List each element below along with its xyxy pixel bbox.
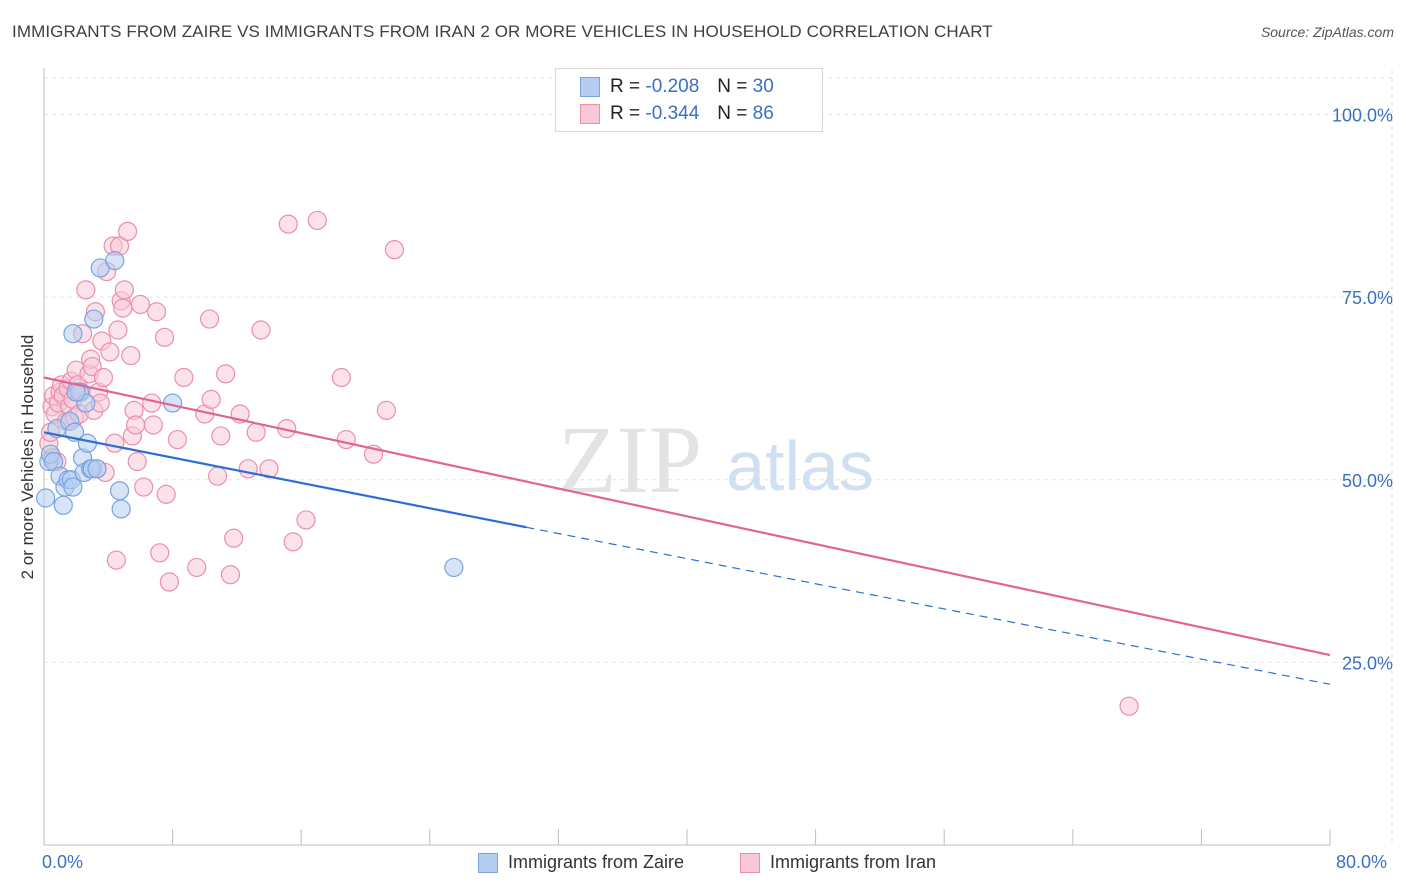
iran-point — [121, 345, 141, 366]
iran-point — [208, 466, 228, 486]
iran-point — [220, 565, 241, 585]
iran-swatch — [580, 104, 600, 124]
y-tick-label: 25.0% — [1342, 653, 1393, 673]
y-tick-labels: 25.0% 50.0% 75.0% 100.0% — [1332, 106, 1393, 674]
iran-point — [331, 367, 351, 388]
iran-r-value: -0.344 — [645, 103, 700, 124]
zaire-point — [87, 459, 107, 479]
zaire-trend-line — [43, 431, 527, 529]
legend-label-zaire: Immigrants from Zaire — [508, 852, 685, 872]
iran-point — [376, 400, 396, 420]
iran-point — [105, 433, 125, 453]
iran-point — [143, 415, 163, 435]
iran-point — [251, 320, 271, 340]
iran-point — [187, 557, 207, 578]
zaire-point — [111, 499, 131, 519]
legend-row-iran: R = -0.344 N = 86 — [580, 101, 774, 127]
iran-point — [126, 415, 146, 435]
iran-point — [278, 214, 298, 234]
watermark-atlas: atlas — [726, 427, 874, 505]
iran-points — [39, 210, 1139, 716]
zaire-point — [84, 309, 104, 329]
gridlines — [44, 70, 1393, 845]
iran-point — [216, 364, 236, 384]
legend-item-iran[interactable]: Immigrants from Iran — [740, 852, 936, 873]
iran-point — [146, 302, 167, 322]
iran-point — [76, 280, 96, 300]
iran-point — [93, 367, 114, 388]
iran-point — [100, 342, 120, 362]
iran-point — [224, 528, 244, 548]
iran-point — [127, 451, 147, 472]
legend-row-zaire: R = -0.208 N = 30 — [580, 74, 774, 100]
y-tick-label: 75.0% — [1342, 288, 1393, 308]
iran-point — [336, 429, 356, 450]
iran-point — [1119, 696, 1139, 716]
x-tick-max: 80.0% — [1336, 852, 1388, 872]
iran-point — [246, 422, 266, 442]
zaire-trend-extension — [526, 526, 1331, 685]
zaire-legend-swatch — [478, 852, 498, 873]
zaire-point — [444, 557, 464, 578]
r-label: R = — [610, 103, 641, 124]
iran-point — [296, 510, 316, 530]
zaire-r-value: -0.208 — [645, 76, 700, 97]
iran-point — [384, 240, 405, 260]
iran-point — [113, 298, 133, 318]
iran-trend-line — [43, 376, 1331, 657]
iran-point — [307, 210, 327, 231]
stats-legend: R = -0.208 N = 30 R = -0.344 N = 86 — [555, 68, 823, 132]
watermark-zip: ZIP — [558, 406, 702, 513]
iran-point — [114, 280, 134, 300]
iran-point — [106, 550, 126, 570]
zaire-point — [63, 324, 83, 344]
iran-point — [108, 320, 128, 340]
y-tick-label: 50.0% — [1342, 471, 1393, 491]
trend-lines — [43, 376, 1331, 685]
r-label: R = — [610, 76, 641, 97]
zaire-points — [36, 251, 464, 578]
y-tick-label: 100.0% — [1332, 106, 1393, 126]
iran-point — [167, 429, 188, 450]
iran-point — [159, 572, 179, 592]
zaire-point — [105, 251, 125, 271]
zaire-point — [53, 495, 73, 515]
x-tick-min: 0.0% — [42, 852, 84, 872]
iran-point — [156, 484, 176, 504]
zaire-point — [63, 477, 83, 497]
zaire-point — [109, 481, 130, 501]
zaire-point — [66, 382, 86, 402]
iran-point — [154, 327, 175, 347]
iran-point — [130, 294, 151, 315]
n-label: N = — [717, 76, 748, 97]
iran-point — [259, 459, 279, 479]
iran-point — [117, 221, 138, 241]
source-label: Source: ZipAtlas.com — [1260, 24, 1394, 40]
zaire-point — [36, 488, 56, 508]
n-label: N = — [717, 103, 748, 124]
iran-point — [199, 309, 220, 329]
legend-item-zaire[interactable]: Immigrants from Zaire — [478, 852, 684, 873]
iran-point — [134, 477, 154, 497]
zaire-n-value: 30 — [752, 76, 774, 97]
iran-point — [211, 426, 231, 446]
iran-point — [174, 367, 194, 388]
iran-point — [238, 459, 258, 479]
iran-point — [201, 389, 221, 410]
iran-n-value: 86 — [752, 103, 774, 124]
legend-label-iran: Immigrants from Iran — [770, 852, 937, 872]
iran-legend-swatch — [740, 852, 760, 873]
chart-title: IMMIGRANTS FROM ZAIRE VS IMMIGRANTS FROM… — [12, 22, 993, 41]
zaire-swatch — [580, 77, 600, 97]
iran-point — [150, 543, 170, 563]
zaire-point — [77, 433, 98, 453]
iran-point — [283, 532, 303, 552]
